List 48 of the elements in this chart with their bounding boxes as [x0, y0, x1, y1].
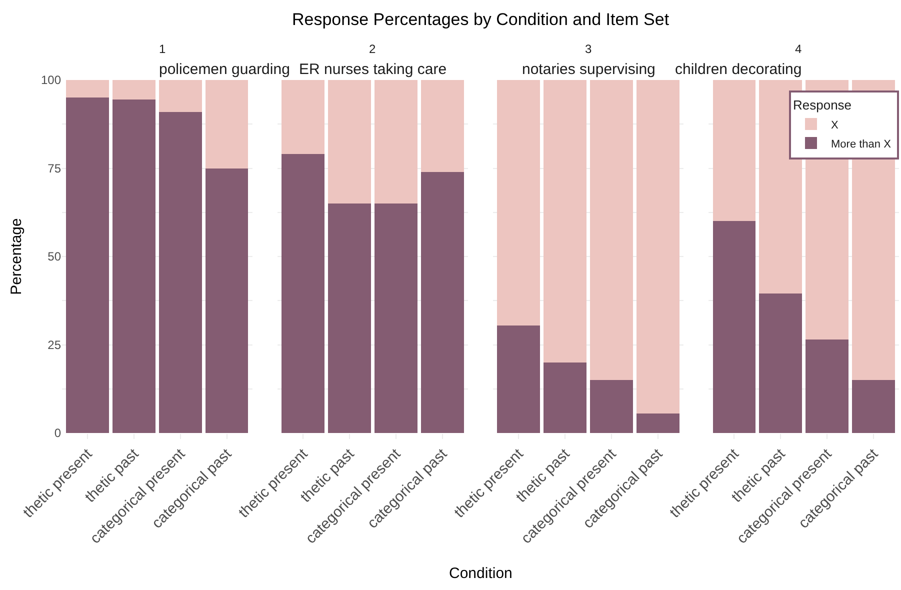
- bar: [759, 294, 802, 433]
- legend-title: Response: [793, 97, 852, 112]
- y-tick-label: 25: [48, 338, 62, 352]
- bar: [374, 80, 418, 204]
- y-tick-label: 0: [54, 426, 62, 440]
- chart-subtitle: policemen guarding: [159, 61, 290, 78]
- bar: [112, 99, 156, 433]
- bar: [66, 98, 109, 433]
- bar: [590, 80, 633, 380]
- bar: [374, 204, 418, 433]
- legend-label: More than X: [831, 138, 892, 150]
- bar: [159, 112, 202, 433]
- bar: [636, 414, 680, 433]
- bar: [421, 172, 464, 433]
- bar: [66, 80, 109, 98]
- chart-title: 3: [585, 42, 592, 56]
- bar: [544, 362, 586, 433]
- bar: [497, 80, 540, 326]
- bar: [159, 80, 202, 112]
- text: Condition: [449, 565, 512, 582]
- bar: [328, 80, 371, 204]
- y-tick-label: 50: [48, 250, 62, 264]
- y-axis-title: Percentage: [8, 218, 26, 295]
- bar: [544, 80, 586, 362]
- y-tick-label: 75: [48, 161, 62, 176]
- bar: [282, 154, 324, 433]
- bar: [421, 80, 464, 172]
- chart-title: 2: [369, 42, 376, 56]
- chart-subtitle: notaries supervising: [522, 61, 656, 78]
- bar: [206, 80, 248, 168]
- chart-subtitle: ER nurses taking care: [299, 61, 447, 78]
- bar: [636, 80, 680, 414]
- bar: [806, 339, 848, 433]
- bar: [328, 204, 371, 433]
- bar: [590, 380, 633, 433]
- bar: [712, 221, 756, 433]
- bar: [112, 80, 156, 100]
- bar: [282, 80, 324, 154]
- legend-label: X: [831, 119, 839, 132]
- bar: [852, 380, 895, 433]
- chart-title: 1: [159, 42, 166, 56]
- bar: [712, 80, 756, 222]
- y-tick-label: 100: [40, 73, 62, 88]
- bar: [497, 325, 540, 433]
- text: Response Percentages by Condition and Item Set: [292, 10, 670, 29]
- chart-subtitle: children decorating: [675, 61, 802, 78]
- chart-title: 4: [795, 42, 802, 56]
- bar: [206, 168, 248, 433]
